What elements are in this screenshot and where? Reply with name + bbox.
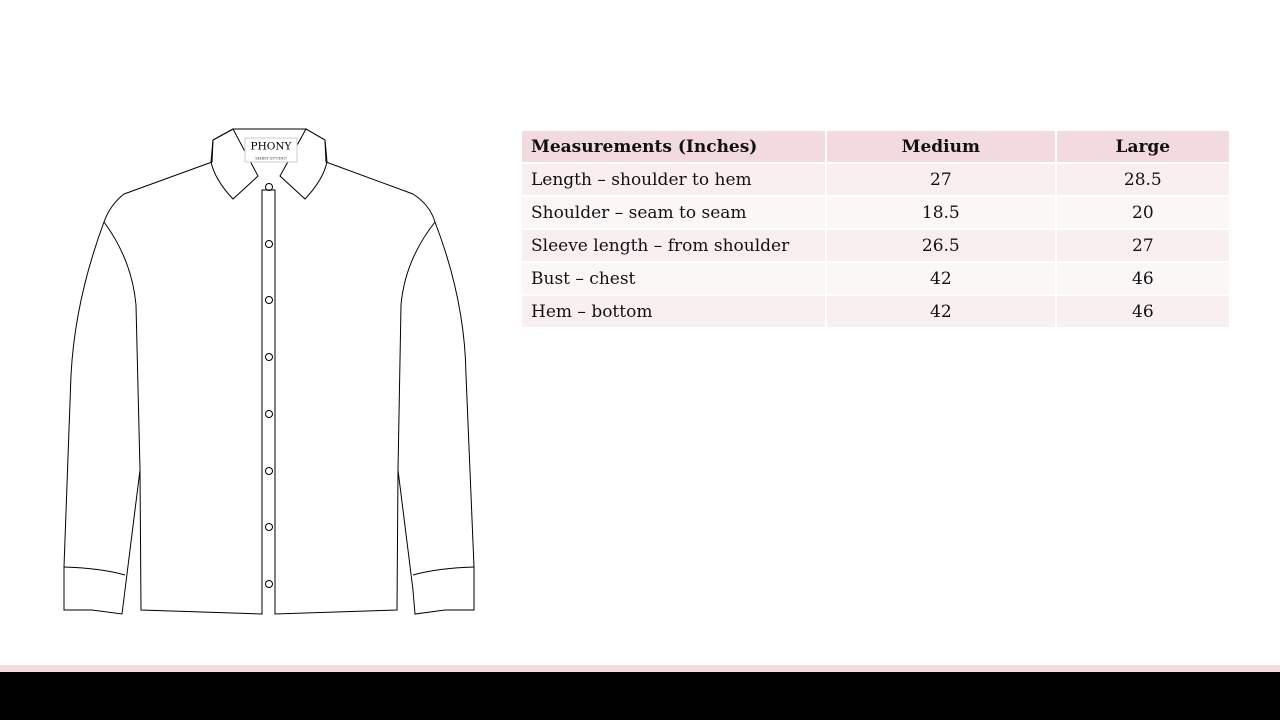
cell-medium: 18.5 <box>825 195 1057 230</box>
buttons <box>265 183 273 588</box>
cell-large: 28.5 <box>1054 162 1232 197</box>
cell-medium: 27 <box>825 162 1057 197</box>
cell-medium: 42 <box>825 294 1057 329</box>
cell-large: 27 <box>1054 228 1232 263</box>
table-row: Length – shoulder to hem 27 28.5 <box>520 162 1232 197</box>
cell-large: 46 <box>1054 294 1232 329</box>
table-header-row: Measurements (Inches) Medium Large <box>520 129 1232 164</box>
brand-label <box>244 137 298 163</box>
cell-measurement: Length – shoulder to hem <box>520 162 827 197</box>
header-medium: Medium <box>825 129 1057 164</box>
brand-name: PHONY <box>251 141 293 153</box>
table-row: Shoulder – seam to seam 18.5 20 <box>520 195 1232 230</box>
cell-measurement: Shoulder – seam to seam <box>520 195 827 230</box>
cell-medium: 26.5 <box>825 228 1057 263</box>
shirt-illustration: PHONY SHIRT STUDIO <box>63 128 475 615</box>
cell-medium: 42 <box>825 261 1057 296</box>
table-row: Bust – chest 42 46 <box>520 261 1232 296</box>
cell-measurement: Sleeve length – from shoulder <box>520 228 827 263</box>
cell-large: 46 <box>1054 261 1232 296</box>
cell-large: 20 <box>1054 195 1232 230</box>
cell-measurement: Hem – bottom <box>520 294 827 329</box>
table-row: Sleeve length – from shoulder 26.5 27 <box>520 228 1232 263</box>
brand-sub: SHIRT STUDIO <box>255 156 287 161</box>
header-measurements: Measurements (Inches) <box>520 129 827 164</box>
table-row: Hem – bottom 42 46 <box>520 294 1232 329</box>
header-large: Large <box>1054 129 1232 164</box>
size-chart-table: Measurements (Inches) Medium Large Lengt… <box>520 129 1232 329</box>
footer-accent-strip <box>0 665 1280 672</box>
cell-measurement: Bust – chest <box>520 261 827 296</box>
footer-bar <box>0 672 1280 720</box>
